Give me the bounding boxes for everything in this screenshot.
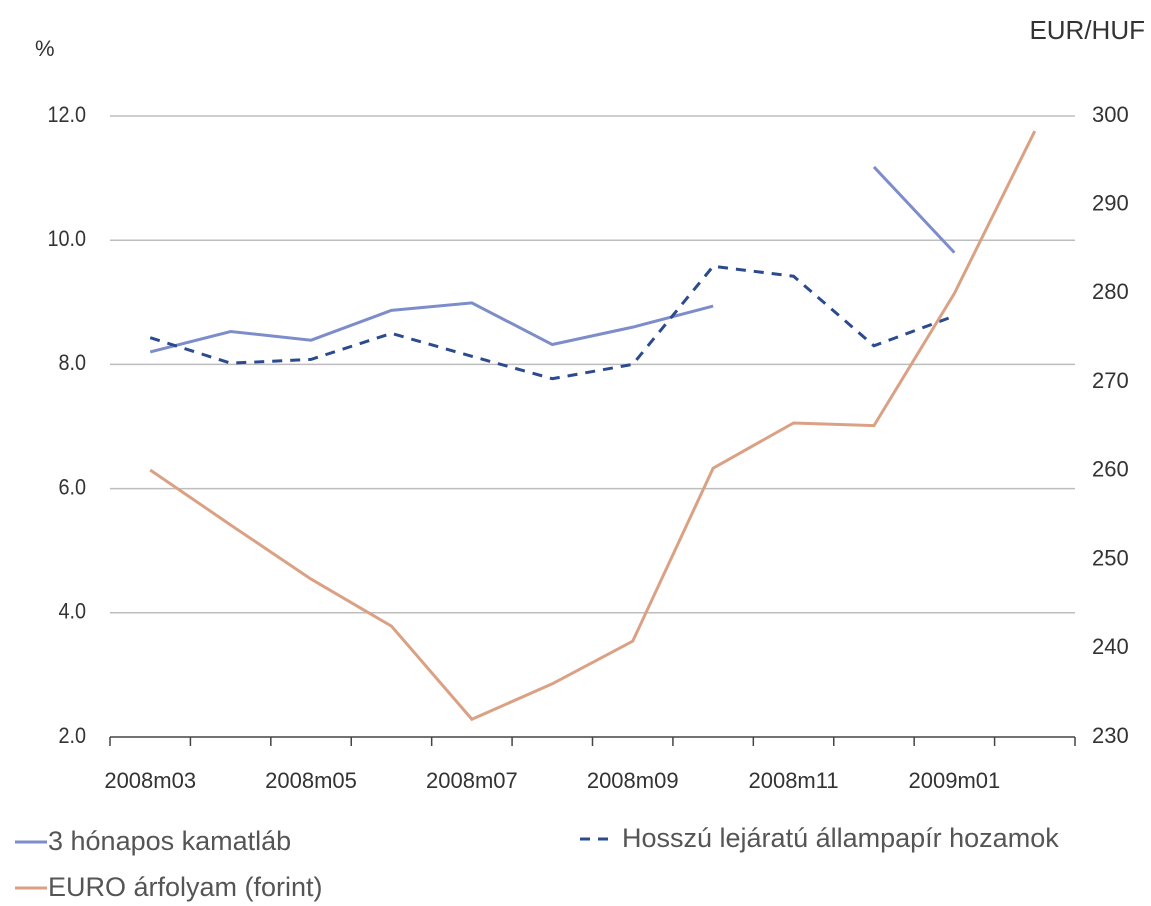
x-tick-label: 2009m01 xyxy=(909,768,1001,793)
legend-label: EURO árfolyam (forint) xyxy=(48,872,323,902)
y-tick-label: 6.0 xyxy=(58,475,86,499)
y-axis-label: % xyxy=(35,36,55,61)
y-tick-label: 2.0 xyxy=(58,724,86,748)
series-line xyxy=(149,130,1037,722)
y-tick-label: 8.0 xyxy=(58,351,86,375)
y-tick-label: 10.0 xyxy=(47,227,86,251)
y2-tick-label: 280 xyxy=(1092,279,1129,304)
x-tick-label: 2008m05 xyxy=(265,768,357,793)
y2-tick-label: 240 xyxy=(1092,634,1129,659)
y2-tick-label: 230 xyxy=(1092,723,1129,748)
series-line xyxy=(149,264,955,381)
y-tick-label: 12.0 xyxy=(47,103,86,127)
series-line xyxy=(149,165,956,354)
legend-label: Hosszú lejáratú állampapír hozamok xyxy=(622,823,1059,853)
x-tick-label: 2008m03 xyxy=(104,768,196,793)
y2-axis-label: EUR/HUF xyxy=(1029,15,1145,45)
y2-tick-label: 290 xyxy=(1092,191,1129,216)
x-tick-label: 2008m09 xyxy=(587,768,679,793)
y-tick-label: 4.0 xyxy=(58,600,86,624)
legend-label: 3 hónapos kamatláb xyxy=(48,826,291,856)
y2-tick-label: 250 xyxy=(1092,545,1129,570)
x-tick-label: 2008m07 xyxy=(426,768,518,793)
y2-tick-label: 260 xyxy=(1092,457,1129,482)
y2-tick-label: 300 xyxy=(1092,102,1129,127)
y2-tick-label: 270 xyxy=(1092,368,1129,393)
x-tick-label: 2008m11 xyxy=(748,768,838,793)
